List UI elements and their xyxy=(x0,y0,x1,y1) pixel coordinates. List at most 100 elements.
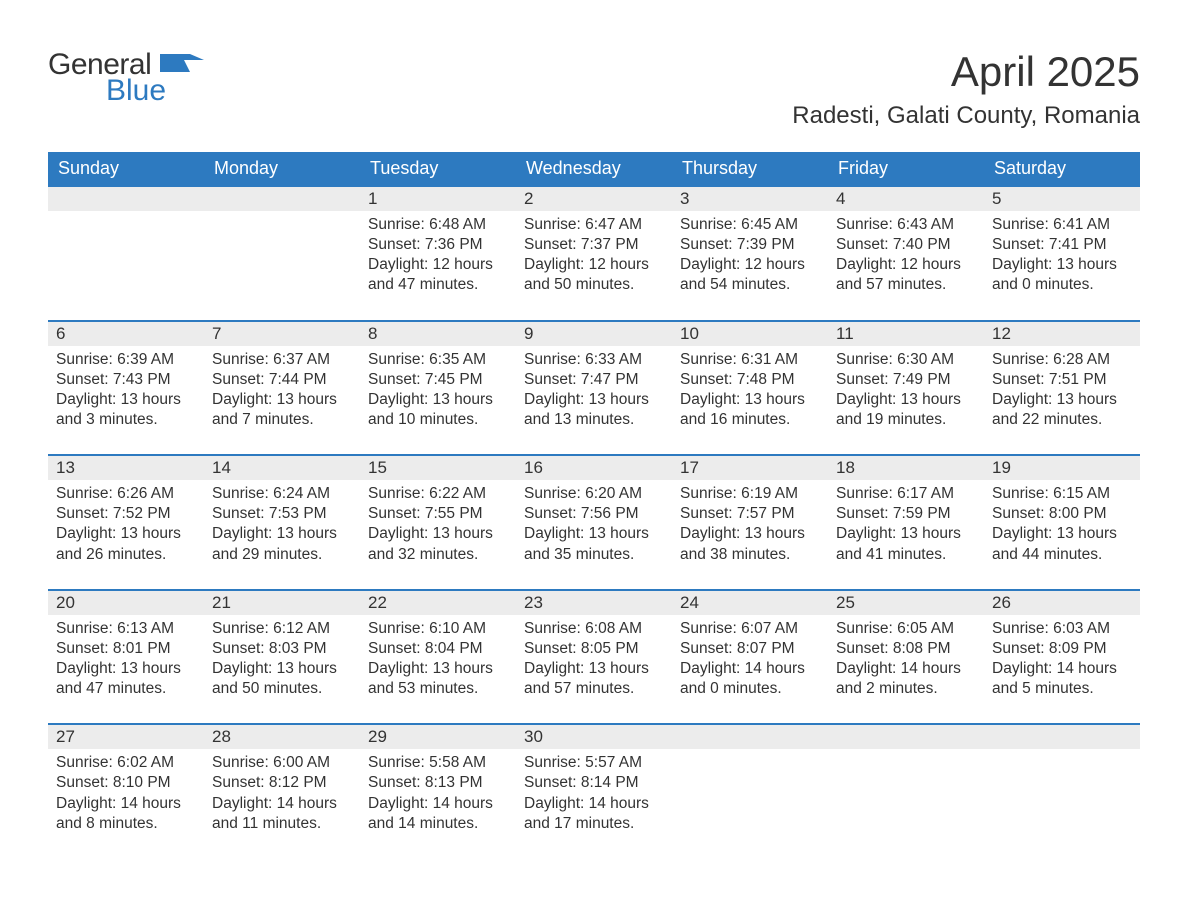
day-body: Sunrise: 6:00 AMSunset: 8:12 PMDaylight:… xyxy=(204,749,360,858)
sunset-line: Sunset: 8:12 PM xyxy=(212,773,352,793)
day-number: 17 xyxy=(672,456,828,480)
day-body: Sunrise: 6:08 AMSunset: 8:05 PMDaylight:… xyxy=(516,615,672,724)
day-number: 22 xyxy=(360,591,516,615)
daylight-line: Daylight: 13 hours and 16 minutes. xyxy=(680,390,820,430)
brand-logo: General Blue xyxy=(48,48,208,98)
day-body xyxy=(48,211,204,307)
sunrise-line: Sunrise: 6:10 AM xyxy=(368,619,508,639)
day-body xyxy=(672,749,828,845)
sunset-line: Sunset: 7:51 PM xyxy=(992,370,1132,390)
daylight-line: Daylight: 13 hours and 29 minutes. xyxy=(212,524,352,564)
calendar-day-cell xyxy=(204,186,360,321)
sunrise-line: Sunrise: 6:15 AM xyxy=(992,484,1132,504)
day-body: Sunrise: 6:24 AMSunset: 7:53 PMDaylight:… xyxy=(204,480,360,589)
weekday-header: Monday xyxy=(204,152,360,186)
day-body: Sunrise: 6:45 AMSunset: 7:39 PMDaylight:… xyxy=(672,211,828,320)
day-body: Sunrise: 6:07 AMSunset: 8:07 PMDaylight:… xyxy=(672,615,828,724)
calendar-day-cell: 8Sunrise: 6:35 AMSunset: 7:45 PMDaylight… xyxy=(360,321,516,456)
sunrise-line: Sunrise: 6:43 AM xyxy=(836,215,976,235)
sunrise-line: Sunrise: 6:48 AM xyxy=(368,215,508,235)
sunset-line: Sunset: 7:39 PM xyxy=(680,235,820,255)
sunset-line: Sunset: 8:00 PM xyxy=(992,504,1132,524)
calendar-day-cell: 3Sunrise: 6:45 AMSunset: 7:39 PMDaylight… xyxy=(672,186,828,321)
calendar-day-cell: 17Sunrise: 6:19 AMSunset: 7:57 PMDayligh… xyxy=(672,455,828,590)
day-number: 15 xyxy=(360,456,516,480)
weekday-header: Saturday xyxy=(984,152,1140,186)
daylight-line: Daylight: 13 hours and 47 minutes. xyxy=(56,659,196,699)
daylight-line: Daylight: 13 hours and 22 minutes. xyxy=(992,390,1132,430)
weekday-header: Sunday xyxy=(48,152,204,186)
daylight-line: Daylight: 12 hours and 47 minutes. xyxy=(368,255,508,295)
calendar-day-cell: 21Sunrise: 6:12 AMSunset: 8:03 PMDayligh… xyxy=(204,590,360,725)
daylight-line: Daylight: 13 hours and 53 minutes. xyxy=(368,659,508,699)
calendar-day-cell: 20Sunrise: 6:13 AMSunset: 8:01 PMDayligh… xyxy=(48,590,204,725)
day-body: Sunrise: 6:35 AMSunset: 7:45 PMDaylight:… xyxy=(360,346,516,455)
sunrise-line: Sunrise: 6:13 AM xyxy=(56,619,196,639)
calendar-day-cell: 2Sunrise: 6:47 AMSunset: 7:37 PMDaylight… xyxy=(516,186,672,321)
sunrise-line: Sunrise: 6:03 AM xyxy=(992,619,1132,639)
day-number: 1 xyxy=(360,187,516,211)
day-body: Sunrise: 6:31 AMSunset: 7:48 PMDaylight:… xyxy=(672,346,828,455)
calendar-day-cell: 23Sunrise: 6:08 AMSunset: 8:05 PMDayligh… xyxy=(516,590,672,725)
day-body: Sunrise: 6:43 AMSunset: 7:40 PMDaylight:… xyxy=(828,211,984,320)
day-number: 13 xyxy=(48,456,204,480)
day-body: Sunrise: 6:37 AMSunset: 7:44 PMDaylight:… xyxy=(204,346,360,455)
sunset-line: Sunset: 7:44 PM xyxy=(212,370,352,390)
day-body: Sunrise: 6:12 AMSunset: 8:03 PMDaylight:… xyxy=(204,615,360,724)
daylight-line: Daylight: 14 hours and 5 minutes. xyxy=(992,659,1132,699)
sunset-line: Sunset: 7:43 PM xyxy=(56,370,196,390)
daylight-line: Daylight: 13 hours and 44 minutes. xyxy=(992,524,1132,564)
day-body: Sunrise: 6:10 AMSunset: 8:04 PMDaylight:… xyxy=(360,615,516,724)
day-number: 6 xyxy=(48,322,204,346)
sunset-line: Sunset: 8:03 PM xyxy=(212,639,352,659)
day-number: 28 xyxy=(204,725,360,749)
day-number xyxy=(828,725,984,749)
daylight-line: Daylight: 14 hours and 14 minutes. xyxy=(368,794,508,834)
sunrise-line: Sunrise: 6:00 AM xyxy=(212,753,352,773)
calendar-day-cell: 5Sunrise: 6:41 AMSunset: 7:41 PMDaylight… xyxy=(984,186,1140,321)
sunset-line: Sunset: 8:10 PM xyxy=(56,773,196,793)
day-number: 9 xyxy=(516,322,672,346)
day-body: Sunrise: 6:19 AMSunset: 7:57 PMDaylight:… xyxy=(672,480,828,589)
day-body: Sunrise: 6:47 AMSunset: 7:37 PMDaylight:… xyxy=(516,211,672,320)
day-number: 16 xyxy=(516,456,672,480)
sunrise-line: Sunrise: 6:35 AM xyxy=(368,350,508,370)
day-number: 7 xyxy=(204,322,360,346)
sunrise-line: Sunrise: 5:57 AM xyxy=(524,753,664,773)
daylight-line: Daylight: 13 hours and 7 minutes. xyxy=(212,390,352,430)
sunset-line: Sunset: 8:13 PM xyxy=(368,773,508,793)
daylight-line: Daylight: 13 hours and 13 minutes. xyxy=(524,390,664,430)
day-number: 3 xyxy=(672,187,828,211)
daylight-line: Daylight: 13 hours and 26 minutes. xyxy=(56,524,196,564)
daylight-line: Daylight: 13 hours and 3 minutes. xyxy=(56,390,196,430)
sunset-line: Sunset: 7:48 PM xyxy=(680,370,820,390)
day-body: Sunrise: 5:58 AMSunset: 8:13 PMDaylight:… xyxy=(360,749,516,858)
day-number xyxy=(672,725,828,749)
day-number: 19 xyxy=(984,456,1140,480)
sunset-line: Sunset: 7:53 PM xyxy=(212,504,352,524)
sunset-line: Sunset: 7:52 PM xyxy=(56,504,196,524)
day-body: Sunrise: 6:05 AMSunset: 8:08 PMDaylight:… xyxy=(828,615,984,724)
calendar-day-cell: 29Sunrise: 5:58 AMSunset: 8:13 PMDayligh… xyxy=(360,724,516,858)
sunrise-line: Sunrise: 6:20 AM xyxy=(524,484,664,504)
sunrise-line: Sunrise: 6:17 AM xyxy=(836,484,976,504)
daylight-line: Daylight: 13 hours and 32 minutes. xyxy=(368,524,508,564)
weekday-header: Tuesday xyxy=(360,152,516,186)
sunrise-line: Sunrise: 6:31 AM xyxy=(680,350,820,370)
day-number: 29 xyxy=(360,725,516,749)
daylight-line: Daylight: 13 hours and 57 minutes. xyxy=(524,659,664,699)
sunrise-line: Sunrise: 6:19 AM xyxy=(680,484,820,504)
daylight-line: Daylight: 14 hours and 17 minutes. xyxy=(524,794,664,834)
day-number: 8 xyxy=(360,322,516,346)
calendar-day-cell: 1 Sunrise: 6:48 AMSunset: 7:36 PMDaylight… xyxy=(360,186,516,321)
sunset-line: Sunset: 8:08 PM xyxy=(836,639,976,659)
day-body: Sunrise: 6:33 AMSunset: 7:47 PMDaylight:… xyxy=(516,346,672,455)
calendar-day-cell xyxy=(828,724,984,858)
sunset-line: Sunset: 7:36 PM xyxy=(368,235,508,255)
day-body: Sunrise: 5:57 AMSunset: 8:14 PMDaylight:… xyxy=(516,749,672,858)
day-number: 30 xyxy=(516,725,672,749)
sunrise-line: Sunrise: 6:02 AM xyxy=(56,753,196,773)
sunset-line: Sunset: 8:07 PM xyxy=(680,639,820,659)
calendar-day-cell: 11Sunrise: 6:30 AMSunset: 7:49 PMDayligh… xyxy=(828,321,984,456)
sunrise-line: Sunrise: 6:28 AM xyxy=(992,350,1132,370)
